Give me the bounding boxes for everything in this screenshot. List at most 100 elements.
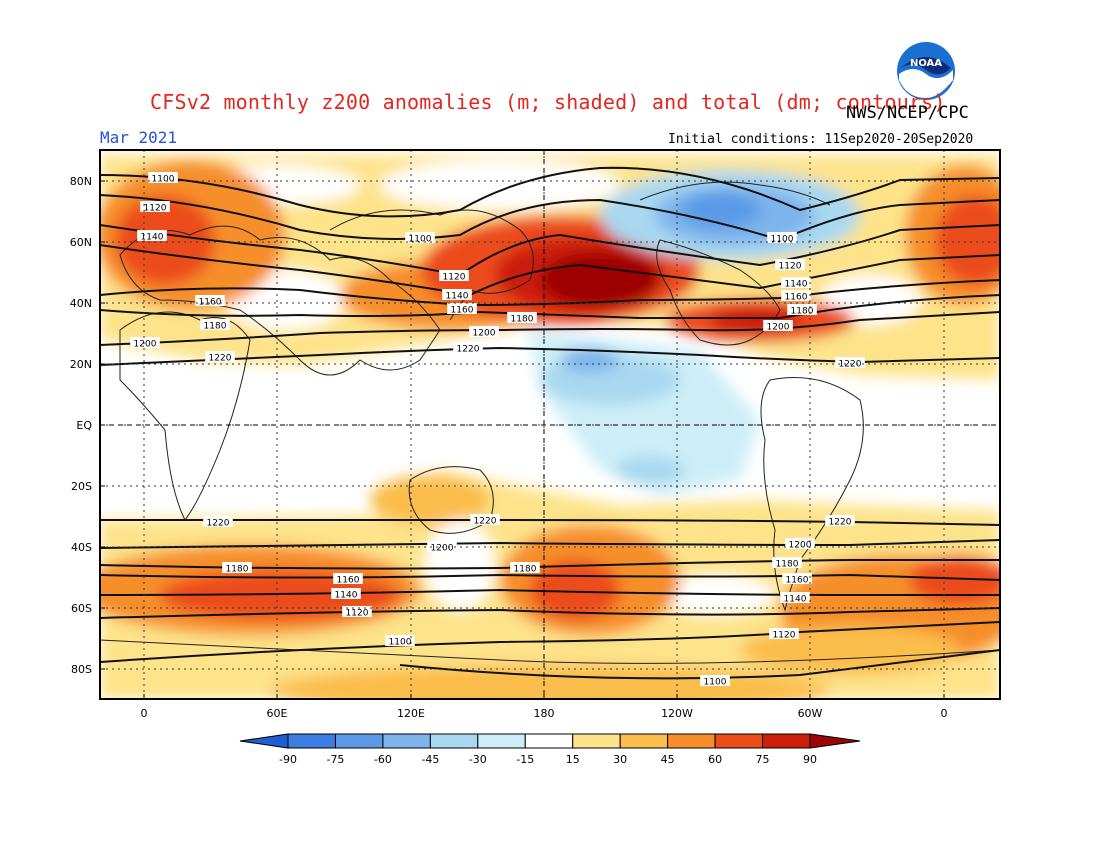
- lat-tick-label: 60S: [71, 602, 92, 615]
- contour-label-bg: [780, 592, 810, 603]
- contour-label-bg: [331, 588, 361, 599]
- contour-label-bg: [700, 675, 730, 686]
- contour-label-bg: [439, 270, 469, 281]
- contour-label: 1160: [786, 576, 809, 586]
- contour-label: 1200: [134, 340, 157, 350]
- colorbar-segment: [429, 733, 479, 749]
- contour-label-bg: [782, 573, 812, 584]
- contour-label-bg: [787, 304, 817, 315]
- lat-tick-label: 80S: [71, 663, 92, 676]
- contour-label: 1220: [209, 354, 232, 364]
- latitude-axis: 80N 60N 40N 20N EQ 20S 40S 60S 80S: [70, 175, 105, 676]
- colorbar-tick-label: -75: [326, 753, 344, 766]
- contour-label: 1220: [829, 518, 852, 528]
- contour-label-bg: [130, 337, 160, 348]
- colorbar-tick-label: -60: [374, 753, 392, 766]
- contour-label: 1200: [473, 329, 496, 339]
- contour-label-bg: [767, 232, 797, 243]
- colorbar-segment: [334, 733, 384, 749]
- contour-label-bg: [470, 514, 500, 525]
- contour-label: 1180: [511, 315, 534, 325]
- colorbar-tick-label: 90: [803, 753, 817, 766]
- colorbar-arrow-right: [809, 733, 861, 749]
- longitude-axis: 0 60E 120E 180 120W 60W 0: [141, 694, 948, 720]
- contour-label: 1200: [789, 541, 812, 551]
- contour-label-bg: [453, 342, 483, 353]
- contour-label: 1180: [204, 322, 227, 332]
- colorbar-tick-label: -90: [279, 753, 297, 766]
- contour-label-bg: [205, 351, 235, 362]
- colorbar-segment: [714, 733, 764, 749]
- contour-label-bg: [140, 201, 170, 212]
- contour-label: 1100: [704, 678, 727, 688]
- contour-label-bg: [781, 290, 811, 301]
- colorbar-tick-label: 60: [708, 753, 722, 766]
- contour-label-bg: [137, 230, 167, 241]
- colorbar-segment: [667, 733, 716, 749]
- lon-tick-label: 120W: [661, 707, 693, 720]
- chart-title: CFSv2 monthly z200 anomalies (m; shaded)…: [150, 90, 946, 114]
- contour-label-bg: [405, 232, 435, 243]
- lat-tick-label: 40S: [71, 541, 92, 554]
- colorbar-arrow-left: [239, 733, 289, 749]
- lat-tick-label: 20N: [70, 358, 92, 371]
- colorbar-segment: [524, 733, 574, 749]
- contour-label-bg: [763, 320, 793, 331]
- agency-label: NWS/NCEP/CPC: [846, 103, 969, 123]
- colorbar-tick-label: 30: [613, 753, 627, 766]
- contour-label: 1220: [207, 519, 230, 529]
- contour-label: 1180: [226, 565, 249, 575]
- contour-label-bg: [442, 289, 472, 300]
- lat-tick-label: EQ: [76, 419, 92, 432]
- noaa-logo: NOAA: [895, 40, 957, 102]
- contour-label: 1200: [767, 323, 790, 333]
- contour-label: 1100: [409, 235, 432, 245]
- contour-label-bg: [769, 628, 799, 639]
- lon-tick-label: 0: [941, 707, 948, 720]
- contour-label-bg: [447, 303, 477, 314]
- contour-labels: 1100112011401160118012001220110011201140…: [130, 172, 865, 688]
- noaa-logo-text: NOAA: [910, 58, 942, 69]
- colorbar-tick-label: 75: [756, 753, 770, 766]
- lat-tick-label: 80N: [70, 175, 92, 188]
- contour-label: 1200: [431, 544, 454, 554]
- colorbar-segment: [382, 733, 431, 749]
- lon-tick-label: 0: [141, 707, 148, 720]
- contour-label: 1160: [451, 306, 474, 316]
- lon-tick-label: 180: [534, 707, 555, 720]
- contour-label-bg: [333, 573, 363, 584]
- lon-tick-label: 60W: [798, 707, 823, 720]
- contour-label-bg: [825, 515, 855, 526]
- lat-tick-label: 20S: [71, 480, 92, 493]
- contour-label: 1220: [457, 345, 480, 355]
- shaded-anomaly-field: 1100112011401160118012001220110011201140…: [100, 150, 1000, 699]
- contour-label: 1180: [791, 307, 814, 317]
- contour-label-bg: [469, 326, 499, 337]
- colorbar-segment: [619, 733, 669, 749]
- colorbar-segment: [572, 733, 621, 749]
- contour-label: 1140: [446, 292, 469, 302]
- contour-label: 1120: [779, 262, 802, 272]
- contour-label-bg: [510, 562, 540, 573]
- contour-label: 1100: [389, 638, 412, 648]
- contour-label-bg: [203, 516, 233, 527]
- lon-tick-label: 120E: [397, 707, 425, 720]
- contour-label-bg: [222, 562, 252, 573]
- contour-label: 1180: [514, 565, 537, 575]
- contour-label-bg: [772, 557, 802, 568]
- lat-tick-label: 40N: [70, 297, 92, 310]
- month-label: Mar 2021: [100, 128, 178, 147]
- colorbar-segment: [287, 733, 336, 749]
- colorbar-tick-label: -15: [516, 753, 534, 766]
- colorbar-tick-label: 15: [566, 753, 580, 766]
- contour-label-bg: [342, 606, 372, 617]
- colorbar-segment: [477, 733, 526, 749]
- colorbar: -90 -75 -60 -45 -30 -15 15 30 45 60 75 90: [239, 733, 861, 766]
- contour-label-bg: [507, 312, 537, 323]
- colorbar-tick-label: -30: [469, 753, 487, 766]
- contour-label-bg: [781, 277, 811, 288]
- contour-label-bg: [200, 319, 230, 330]
- contour-label-bg: [835, 357, 865, 368]
- contour-label: 1120: [346, 609, 369, 619]
